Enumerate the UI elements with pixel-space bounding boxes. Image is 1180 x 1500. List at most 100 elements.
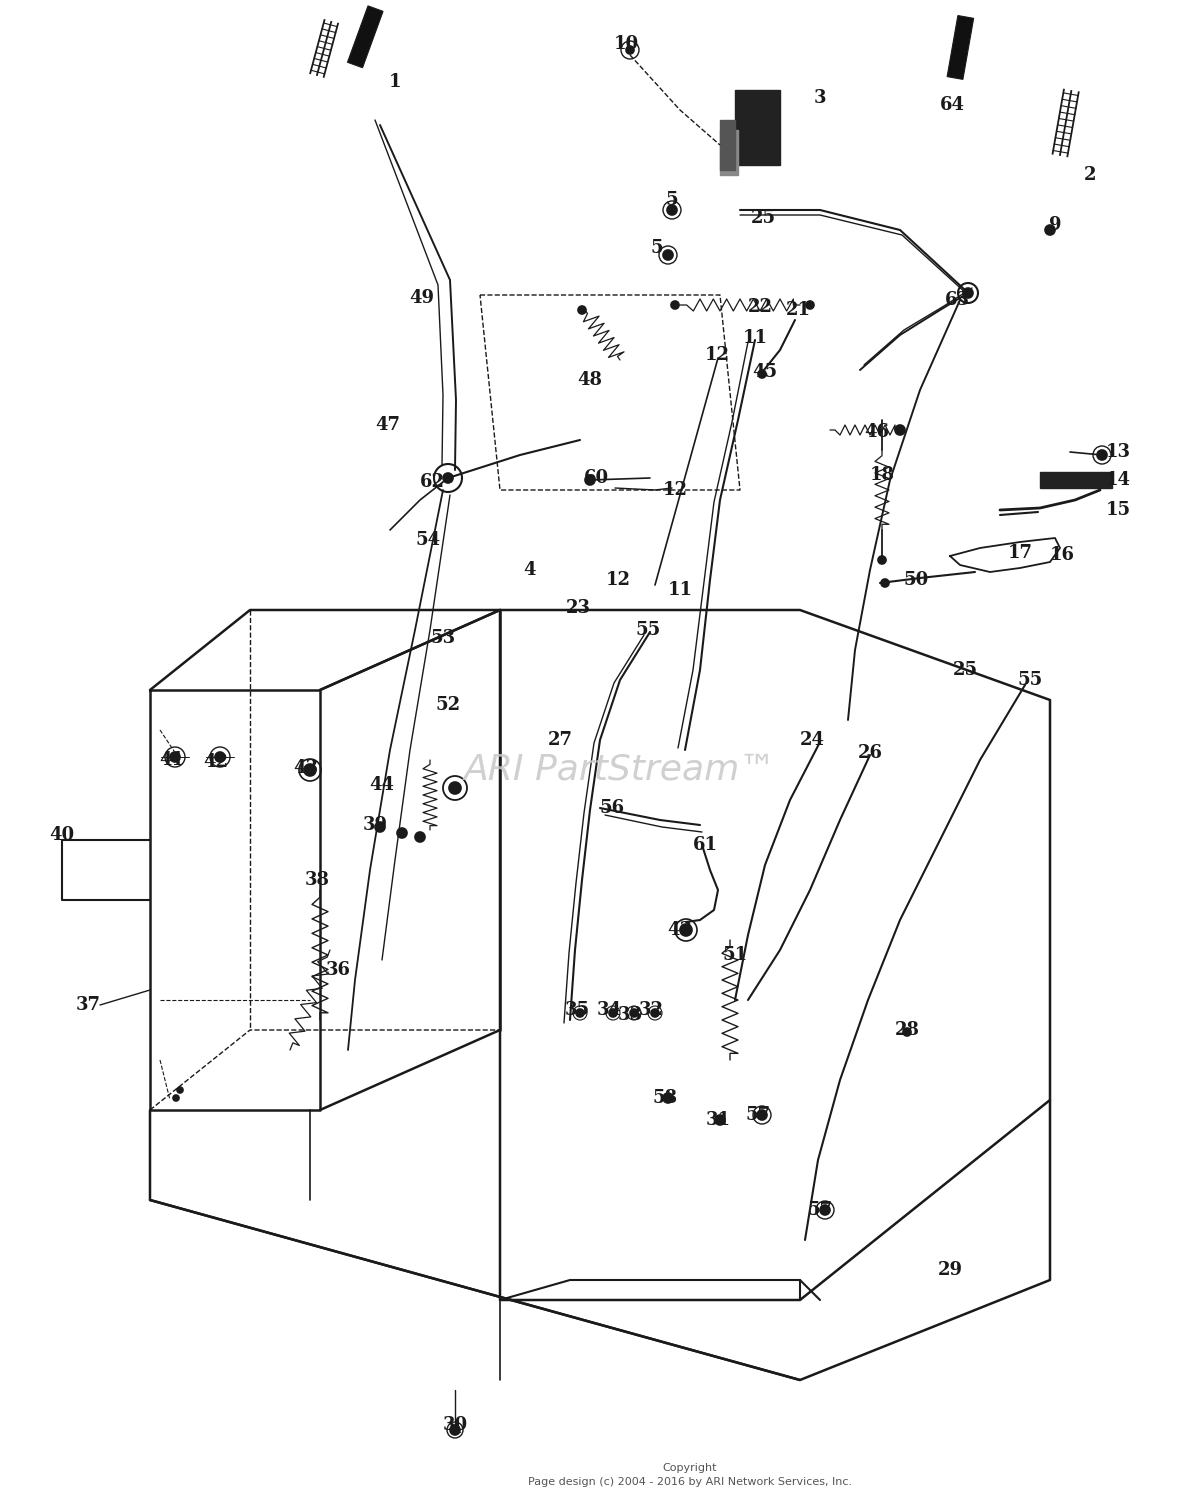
Circle shape — [375, 822, 385, 833]
Text: 39: 39 — [362, 816, 387, 834]
Text: 38: 38 — [304, 871, 329, 889]
Polygon shape — [735, 90, 780, 165]
Text: 64: 64 — [939, 96, 964, 114]
Text: 35: 35 — [564, 1000, 590, 1018]
Circle shape — [215, 752, 225, 762]
Text: 25: 25 — [952, 662, 977, 680]
Circle shape — [963, 288, 973, 298]
Text: 15: 15 — [1106, 501, 1130, 519]
Circle shape — [903, 1028, 911, 1036]
Text: 41: 41 — [159, 752, 184, 770]
Text: 52: 52 — [435, 696, 460, 714]
Circle shape — [442, 472, 453, 483]
Text: 43: 43 — [294, 759, 319, 777]
Circle shape — [450, 1425, 460, 1436]
Text: 17: 17 — [1008, 544, 1032, 562]
Text: 36: 36 — [326, 962, 350, 980]
Circle shape — [627, 46, 634, 54]
Text: 56: 56 — [599, 800, 624, 818]
Text: 24: 24 — [800, 730, 825, 748]
Text: 5: 5 — [666, 190, 678, 208]
Circle shape — [715, 1114, 725, 1125]
Circle shape — [1045, 225, 1055, 236]
Text: 55: 55 — [635, 621, 661, 639]
Text: 14: 14 — [1106, 471, 1130, 489]
Text: 42: 42 — [203, 753, 229, 771]
Text: 4: 4 — [524, 561, 536, 579]
Text: 45: 45 — [753, 363, 778, 381]
Text: 2: 2 — [1083, 166, 1096, 184]
Text: 63: 63 — [944, 291, 970, 309]
Circle shape — [173, 1095, 179, 1101]
Circle shape — [758, 370, 766, 378]
Text: 47: 47 — [375, 416, 400, 434]
Text: 25: 25 — [750, 209, 775, 226]
Text: 61: 61 — [693, 836, 717, 854]
Circle shape — [671, 302, 678, 309]
Circle shape — [177, 1088, 183, 1094]
Text: 11: 11 — [742, 328, 767, 346]
Text: 44: 44 — [369, 776, 394, 794]
Circle shape — [758, 1110, 767, 1120]
Polygon shape — [720, 120, 735, 170]
Text: 9: 9 — [1049, 216, 1061, 234]
Text: 28: 28 — [894, 1022, 919, 1040]
Circle shape — [585, 476, 595, 484]
Text: 37: 37 — [76, 996, 100, 1014]
Circle shape — [304, 764, 316, 776]
Text: 43: 43 — [668, 921, 693, 939]
Circle shape — [663, 251, 673, 260]
Circle shape — [170, 752, 181, 762]
Circle shape — [881, 579, 889, 586]
Text: ARI PartStream™: ARI PartStream™ — [464, 753, 776, 788]
Polygon shape — [948, 15, 974, 80]
Text: 22: 22 — [747, 298, 773, 316]
Circle shape — [415, 833, 425, 842]
Text: 48: 48 — [577, 370, 603, 388]
Text: 23: 23 — [565, 598, 590, 616]
Circle shape — [894, 424, 905, 435]
Text: 3: 3 — [814, 88, 826, 106]
Text: 13: 13 — [1106, 442, 1130, 460]
Text: 32: 32 — [638, 1000, 663, 1018]
Circle shape — [450, 782, 461, 794]
Circle shape — [1097, 450, 1107, 460]
Text: 31: 31 — [706, 1112, 730, 1130]
Text: 11: 11 — [668, 580, 693, 598]
Circle shape — [806, 302, 814, 309]
Text: 60: 60 — [583, 470, 609, 488]
Text: 62: 62 — [420, 472, 445, 490]
Text: 53: 53 — [431, 628, 455, 646]
Circle shape — [578, 306, 586, 314]
Text: 57: 57 — [746, 1106, 771, 1124]
Text: 33: 33 — [617, 1007, 642, 1025]
Circle shape — [576, 1010, 584, 1017]
Circle shape — [630, 1010, 638, 1017]
Text: 10: 10 — [614, 34, 638, 53]
Circle shape — [680, 924, 691, 936]
Text: 34: 34 — [597, 1000, 622, 1018]
Text: 21: 21 — [786, 302, 811, 320]
Circle shape — [609, 1010, 617, 1017]
Text: 40: 40 — [50, 827, 74, 844]
Text: 49: 49 — [409, 290, 434, 308]
Text: 12: 12 — [605, 572, 630, 590]
Text: 12: 12 — [662, 482, 688, 500]
Text: 18: 18 — [870, 466, 894, 484]
Text: 51: 51 — [722, 946, 748, 964]
Polygon shape — [720, 130, 738, 176]
Circle shape — [663, 1094, 673, 1102]
Text: 46: 46 — [865, 423, 890, 441]
Text: Copyright
Page design (c) 2004 - 2016 by ARI Network Services, Inc.: Copyright Page design (c) 2004 - 2016 by… — [527, 1462, 852, 1488]
Circle shape — [396, 828, 407, 839]
Text: 16: 16 — [1049, 546, 1075, 564]
Circle shape — [820, 1204, 830, 1215]
Text: 50: 50 — [904, 572, 929, 590]
Circle shape — [667, 206, 677, 214]
Text: 30: 30 — [442, 1416, 467, 1434]
Text: 29: 29 — [937, 1262, 963, 1280]
Text: 54: 54 — [415, 531, 440, 549]
Circle shape — [878, 556, 886, 564]
Text: 27: 27 — [548, 730, 572, 748]
Text: 12: 12 — [704, 346, 729, 364]
